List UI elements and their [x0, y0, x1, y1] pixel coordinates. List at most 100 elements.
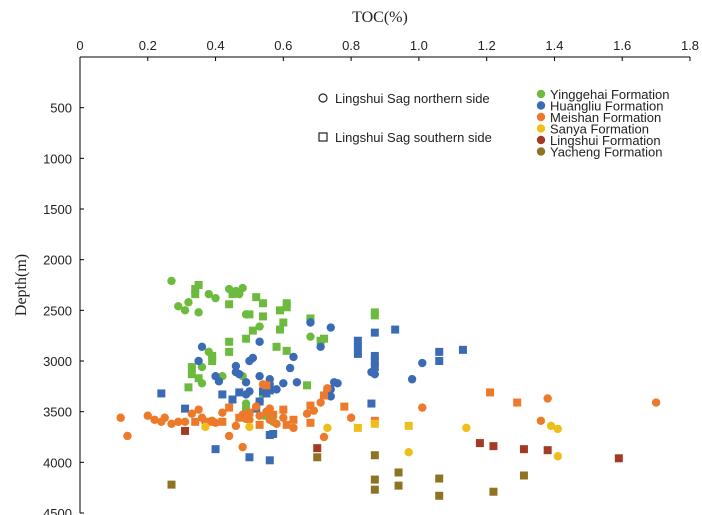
huangliu-formation-square-point [157, 389, 166, 398]
sanya-formation-circle-point [404, 448, 413, 457]
huangliu-formation-square-point [353, 336, 362, 345]
yinggehai-formation-square-point [191, 285, 200, 294]
huangliu-formation-square-point [370, 351, 379, 360]
meishan-formation-square-point [282, 420, 291, 429]
x-tick-label: 1.4 [545, 38, 563, 53]
huangliu-formation-circle-point [231, 361, 241, 371]
huangliu-formation-square-point [228, 395, 237, 404]
yinggehai-formation-square-point [225, 337, 234, 346]
lingshui-formation-square-point [313, 444, 322, 453]
yinggehai-formation-square-point [208, 357, 217, 365]
meishan-formation-circle-point [272, 419, 281, 429]
yinggehai-formation-circle-point [167, 276, 176, 286]
huangliu-formation-circle-point [241, 390, 251, 399]
yinggehai-formation-square-point [225, 347, 234, 356]
huangliu-formation-circle-point [306, 318, 315, 327]
yinggehai-formation-circle-point [194, 308, 203, 317]
square-marker-legend-icon [318, 132, 328, 142]
yinggehai-formation-circle-point [204, 289, 213, 299]
meishan-formation-square-point [269, 410, 278, 419]
huangliu-formation-square-point [435, 357, 444, 365]
meishan-formation-square-point [245, 408, 254, 417]
huangliu-formation-circle-point [333, 379, 342, 388]
meishan-formation-circle-point [174, 417, 183, 426]
lingshui-formation-square-point [181, 426, 190, 435]
meishan-formation-legend-swatch [536, 112, 546, 122]
x-tick-label: 1.0 [410, 38, 428, 53]
yinggehai-formation-square-point [187, 363, 196, 372]
huangliu-formation-square-point [391, 325, 400, 334]
meishan-formation-circle-point [194, 405, 203, 414]
meishan-formation-circle-point [116, 413, 125, 422]
huangliu-formation-square-point [370, 357, 379, 365]
huangliu-formation-circle-point [255, 372, 264, 381]
yinggehai-formation-circle-point [255, 322, 264, 331]
sanya-formation-circle-point [462, 423, 471, 433]
lingshui-formation-square-point [519, 445, 528, 454]
y-tick-label: 4500 [43, 506, 72, 515]
legend: Lingshui Sag northern side Lingshui Sag s… [318, 87, 669, 160]
lingshui-formation-square-point [543, 446, 552, 455]
huangliu-formation-circle-point [316, 342, 325, 352]
y-tick-label: 500 [50, 101, 72, 116]
meishan-formation-circle-point [218, 408, 227, 417]
meishan-formation-circle-point [323, 384, 332, 393]
meishan-formation-square-point [486, 388, 495, 397]
yinggehai-formation-square-point [259, 312, 267, 321]
yacheng-formation-square-point [167, 480, 176, 489]
x-tick-label: 0.8 [342, 38, 360, 53]
sanya-formation-circle-point [201, 422, 210, 432]
sanya-formation-circle-point [323, 423, 332, 433]
x-axis-title: TOC(%) [352, 9, 408, 26]
yinggehai-formation-square-point [248, 326, 257, 335]
meishan-formation-square-point [289, 415, 298, 424]
meishan-formation-square-point [235, 413, 244, 422]
meishan-formation-square-point [513, 398, 522, 407]
huangliu-formation-square-point [370, 363, 379, 372]
yinggehai-formation-square-point [242, 334, 251, 343]
y-tick-label: 2000 [43, 253, 72, 268]
x-tick-label: 0.2 [139, 38, 157, 53]
meishan-formation-circle-point [187, 409, 197, 418]
sanya-formation-legend-swatch [536, 124, 546, 133]
huangliu-formation-square-point [218, 390, 227, 399]
yinggehai-formation-circle-point [306, 332, 315, 341]
huangliu-formation-circle-point [279, 379, 288, 388]
yacheng-formation-square-point [313, 453, 322, 462]
huangliu-formation-circle-point [197, 342, 207, 352]
yacheng-formation-square-point [435, 491, 444, 500]
huangliu-formation-square-point [245, 453, 254, 462]
y-tick-label: 1500 [43, 202, 72, 217]
meishan-formation-circle-point [302, 409, 312, 418]
sanya-formation-circle-point [553, 424, 563, 434]
meishan-formation-circle-point [289, 423, 298, 433]
yinggehai-formation-circle-point [211, 293, 220, 303]
x-tick-label: 0.6 [274, 38, 292, 53]
huangliu-formation-legend-swatch [536, 101, 546, 110]
lingshui-formation-legend-label: Lingshui Formation [550, 133, 661, 148]
huangliu-formation-square-point [435, 347, 444, 356]
y-tick-label: 3000 [43, 354, 72, 369]
meishan-formation-square-point [306, 418, 315, 427]
yinggehai-formation-square-point [194, 281, 203, 289]
yinggehai-formation-square-point [228, 290, 237, 299]
huangliu-formation-square-point [211, 445, 220, 454]
meishan-formation-circle-point [279, 413, 288, 422]
meishan-formation-square-point [191, 417, 200, 426]
huangliu-formation-circle-point [194, 356, 203, 366]
yacheng-formation-legend-swatch [536, 147, 546, 156]
sanya-formation-square-point [370, 419, 379, 428]
meishan-formation-circle-point [167, 419, 176, 429]
huangliu-formation-circle-point [241, 378, 251, 387]
meishan-formation-square-point [204, 417, 213, 426]
yinggehai-formation-circle-point [174, 302, 183, 311]
yinggehai-formation-circle-point [184, 298, 193, 307]
yinggehai-formation-square-point [303, 381, 312, 390]
yinggehai-formation-square-point [282, 346, 291, 355]
meishan-formation-circle-point [143, 411, 152, 420]
y-axis-title: Depth(m) [13, 254, 30, 316]
meishan-formation-circle-point [252, 402, 261, 411]
yinggehai-formation-square-point [272, 342, 281, 351]
huangliu-formation-circle-point [370, 369, 380, 379]
yinggehai-formation-square-point [245, 310, 254, 319]
